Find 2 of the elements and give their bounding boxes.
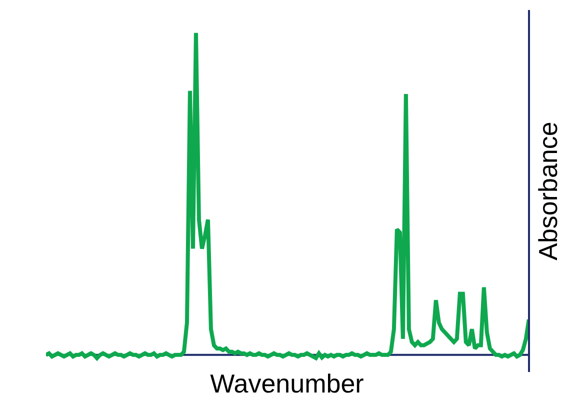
x-axis-title: Wavenumber (210, 368, 364, 399)
y-axis-title: Absorbance (533, 122, 564, 260)
